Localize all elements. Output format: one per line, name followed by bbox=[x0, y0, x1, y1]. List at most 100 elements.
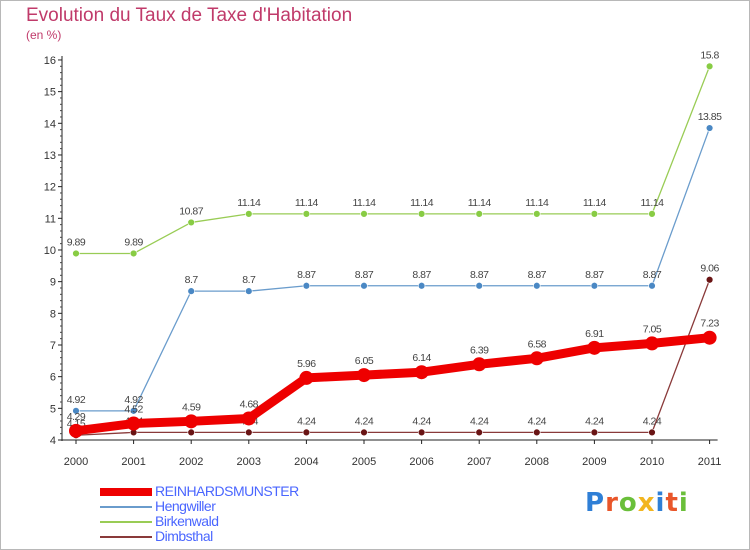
data-point bbox=[702, 330, 717, 345]
x-tick-label: 2000 bbox=[64, 456, 88, 468]
data-label: 8.87 bbox=[297, 269, 316, 281]
data-point bbox=[648, 428, 656, 437]
y-tick-label: 13 bbox=[44, 150, 56, 162]
data-point bbox=[69, 423, 83, 438]
y-tick-label: 11 bbox=[45, 213, 56, 225]
y-tick-label: 12 bbox=[44, 182, 56, 194]
data-label: 7.05 bbox=[643, 323, 662, 335]
x-tick-label: 2008 bbox=[525, 456, 549, 468]
data-label: 11.14 bbox=[295, 197, 319, 209]
chart-subtitle: (en %) bbox=[26, 28, 62, 42]
data-label: 4.24 bbox=[470, 415, 489, 427]
data-point bbox=[648, 210, 656, 218]
data-point bbox=[475, 210, 483, 218]
data-label: 4.92 bbox=[67, 394, 86, 406]
data-point bbox=[587, 340, 602, 355]
data-label: 4.59 bbox=[182, 401, 201, 413]
data-label: 4.24 bbox=[585, 415, 604, 427]
data-label: 9.89 bbox=[124, 236, 143, 248]
data-label: 6.39 bbox=[470, 344, 489, 356]
data-point bbox=[187, 218, 195, 227]
y-tick-label: 7 bbox=[50, 340, 56, 352]
data-label: 8.7 bbox=[242, 274, 256, 286]
data-point bbox=[187, 287, 195, 295]
data-label: 11.14 bbox=[525, 197, 549, 209]
data-label: 4.24 bbox=[412, 415, 431, 427]
x-tick-label: 2003 bbox=[237, 456, 261, 468]
data-point bbox=[126, 416, 141, 431]
legend-swatch bbox=[100, 488, 152, 496]
logo-letter: i bbox=[678, 488, 689, 518]
x-tick-label: 2001 bbox=[121, 456, 145, 468]
y-tick-label: 10 bbox=[44, 245, 56, 257]
data-point bbox=[590, 282, 599, 290]
proxiti-logo: Proxiti bbox=[585, 488, 689, 518]
data-point bbox=[302, 282, 311, 290]
y-tick-label: 14 bbox=[44, 118, 56, 130]
data-label: 11.14 bbox=[237, 197, 261, 209]
data-label: 8.87 bbox=[412, 269, 431, 281]
data-label: 8.87 bbox=[643, 269, 662, 281]
data-point bbox=[360, 428, 368, 437]
y-tick-label: 9 bbox=[50, 277, 56, 289]
series-line bbox=[75, 127, 711, 412]
y-tick-label: 4 bbox=[50, 435, 56, 447]
data-label: 4.24 bbox=[528, 415, 547, 427]
series-line bbox=[71, 333, 715, 436]
data-point bbox=[417, 210, 426, 218]
data-label: 7.23 bbox=[700, 318, 719, 330]
data-point bbox=[245, 428, 253, 437]
data-label: 4.24 bbox=[643, 415, 662, 427]
data-label: 6.58 bbox=[528, 338, 547, 350]
legend-label: Hengwiller bbox=[155, 498, 216, 514]
logo-letter: i bbox=[655, 488, 666, 518]
data-point bbox=[357, 368, 371, 383]
data-label: 8.7 bbox=[185, 274, 199, 286]
x-tick-label: 2007 bbox=[467, 456, 491, 468]
x-tick-label: 2002 bbox=[179, 456, 203, 468]
data-label: 4.68 bbox=[240, 398, 259, 410]
data-point bbox=[414, 365, 429, 380]
data-point bbox=[184, 414, 199, 429]
logo-letter: t bbox=[665, 488, 679, 518]
data-label: 9.06 bbox=[700, 263, 719, 275]
x-tick-label: 2004 bbox=[294, 456, 318, 468]
data-label: 4.52 bbox=[124, 404, 143, 416]
data-label: 6.14 bbox=[412, 352, 431, 364]
data-label: 4.29 bbox=[67, 411, 86, 423]
data-point bbox=[302, 210, 311, 218]
data-point bbox=[533, 282, 541, 290]
data-point bbox=[645, 336, 659, 351]
data-label: 11.14 bbox=[353, 197, 377, 209]
x-tick-label: 2009 bbox=[582, 456, 606, 468]
data-point bbox=[245, 287, 253, 295]
data-point bbox=[360, 282, 368, 290]
data-label: 8.87 bbox=[355, 269, 374, 281]
data-point bbox=[648, 282, 656, 290]
data-point bbox=[302, 428, 311, 437]
data-label: 13.85 bbox=[698, 111, 722, 123]
data-point bbox=[705, 124, 714, 132]
chart-title: Evolution du Taux de Taxe d'Habitation bbox=[26, 5, 353, 26]
legend-label: REINHARDSMUNSTER bbox=[155, 483, 299, 499]
data-point bbox=[299, 370, 314, 385]
x-tick-label: 2005 bbox=[352, 456, 376, 468]
data-label: 6.05 bbox=[355, 355, 374, 367]
x-tick-label: 2006 bbox=[409, 456, 433, 468]
data-point bbox=[475, 428, 483, 437]
data-point bbox=[590, 428, 599, 437]
data-point bbox=[72, 407, 80, 415]
data-label: 8.87 bbox=[470, 269, 489, 281]
y-tick-label: 6 bbox=[50, 372, 56, 384]
logo-letter: o bbox=[618, 488, 638, 518]
data-point bbox=[187, 428, 195, 437]
logo-letter: r bbox=[605, 488, 619, 518]
legend-swatch bbox=[100, 536, 152, 538]
data-label: 8.87 bbox=[585, 269, 604, 281]
data-point bbox=[475, 282, 483, 290]
series-line bbox=[75, 279, 711, 436]
data-point bbox=[590, 210, 599, 218]
logo-letter: x bbox=[637, 488, 656, 518]
logo-letter: P bbox=[585, 488, 606, 518]
